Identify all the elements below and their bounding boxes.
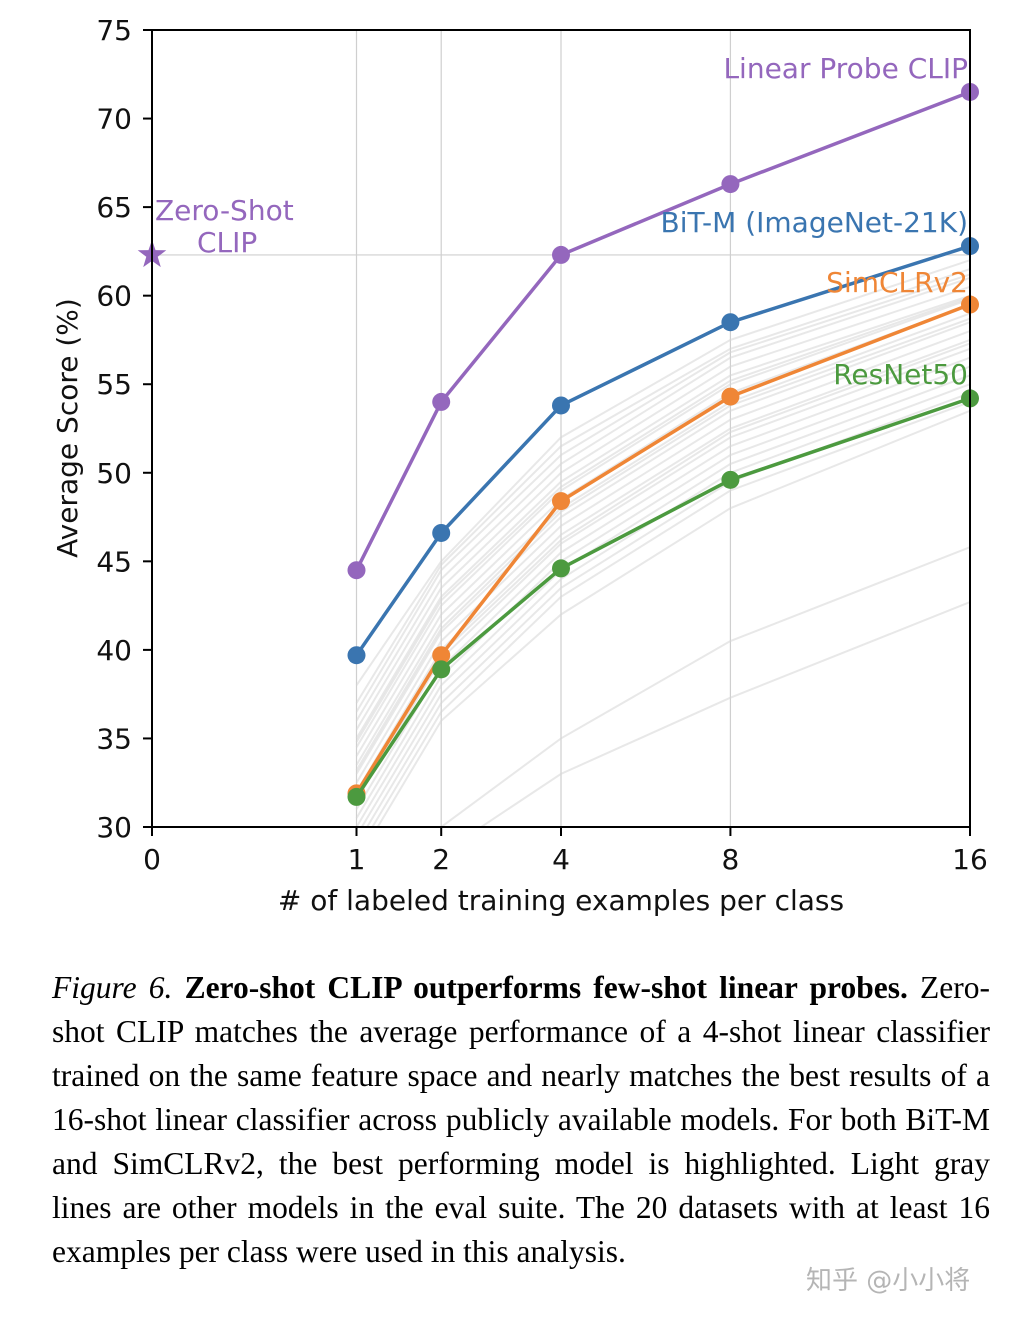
series-label: SimCLRv2 — [826, 266, 968, 299]
data-point — [432, 523, 451, 542]
data-point — [721, 175, 740, 194]
watermark: 知乎 @小小将 — [806, 1266, 971, 1296]
data-point — [347, 561, 366, 580]
x-tick-label: 0 — [143, 843, 161, 876]
data-point — [552, 245, 570, 264]
gray-model-line — [479, 601, 970, 827]
gray-model-line — [355, 285, 970, 731]
data-point — [552, 396, 570, 415]
y-tick-label: 70 — [96, 103, 132, 136]
grid-lines — [151, 30, 971, 827]
data-point — [721, 313, 740, 332]
data-point — [721, 387, 740, 406]
gray-model-line — [355, 277, 970, 722]
y-tick-label: 40 — [96, 634, 132, 667]
x-tick-label: 1 — [348, 843, 366, 876]
gray-model-line — [360, 383, 970, 827]
axes: 30 35 40 45 50 55 60 65 70 75 0 1 2 4 8 16 — [96, 14, 987, 876]
series-bit-m-imagenet-21k- — [347, 237, 979, 665]
series-labels: Linear Probe CLIP BiT-M (ImageNet-21K) Sim… — [155, 52, 968, 391]
zero-shot-label-line2: CLIP — [197, 226, 257, 259]
data-point — [347, 787, 366, 806]
data-point — [552, 559, 570, 578]
series-label: ResNet50 — [833, 358, 968, 391]
y-axis-label: Average Score (%) — [51, 298, 84, 558]
gray-model-line — [355, 330, 970, 784]
gray-model-line — [371, 400, 970, 827]
x-tick-label: 8 — [721, 843, 739, 876]
data-point — [432, 392, 451, 411]
x-tick-label: 16 — [952, 843, 988, 876]
gray-model-line — [355, 298, 970, 748]
figure-label: Figure 6. — [52, 970, 173, 1005]
series-linear-probe-clip — [347, 82, 979, 580]
x-axis-label: # of labeled training examples per class — [278, 884, 844, 917]
gray-model-line — [376, 409, 970, 827]
zero-shot-label-line1: Zero-Shot — [155, 194, 294, 227]
y-tick-label: 30 — [96, 811, 132, 844]
y-tick-label: 55 — [96, 368, 132, 401]
y-tick-label: 35 — [96, 722, 132, 755]
y-tick-label: 60 — [96, 280, 132, 313]
y-tick-label: 45 — [96, 545, 132, 578]
y-tick-label: 75 — [96, 14, 132, 47]
series-label: Linear Probe CLIP — [723, 52, 968, 85]
figure-title: Zero-shot CLIP outperforms few-shot line… — [184, 970, 908, 1005]
gray-model-line — [355, 296, 970, 743]
gray-model-line — [355, 273, 970, 713]
data-point — [552, 492, 570, 511]
x-tick-label: 2 — [432, 843, 450, 876]
gray-model-line — [355, 294, 970, 739]
gray-model-line — [355, 347, 970, 801]
gray-model-line — [355, 339, 970, 793]
gray-model-line — [355, 321, 970, 775]
data-point — [347, 646, 366, 665]
chart: Linear Probe CLIP BiT-M (ImageNet-21K) Sim… — [51, 14, 988, 917]
x-tick-label: 4 — [552, 843, 570, 876]
gray-model-line — [439, 546, 970, 827]
data-point — [721, 470, 740, 489]
gray-model-line — [355, 317, 970, 771]
figure-caption: Figure 6. Zero-shot CLIP outperforms few… — [52, 966, 990, 1274]
series-label: BiT-M (ImageNet-21K) — [661, 206, 968, 239]
y-tick-label: 50 — [96, 457, 132, 490]
y-tick-label: 65 — [96, 191, 132, 224]
gray-model-line — [355, 268, 970, 704]
figure-body: Zero-shot CLIP matches the average perfo… — [52, 970, 990, 1269]
series-group — [137, 82, 979, 806]
gray-model-line — [355, 259, 970, 686]
series-resnet50 — [347, 389, 979, 806]
data-point — [432, 660, 451, 679]
data-point — [432, 646, 451, 665]
